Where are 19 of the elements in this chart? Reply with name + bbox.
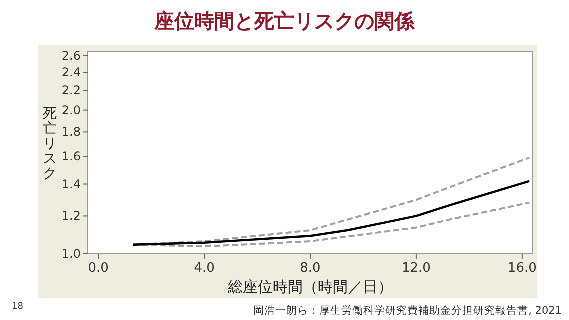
chart-title: 座位時間と死亡リスクの関係 [154,9,416,33]
y-tick-label: 1.8 [62,125,81,140]
y-tick-label: 1.4 [62,177,81,192]
x-tick-label: 12.0 [402,261,431,276]
y-axis-title: 死亡リスク [43,106,57,182]
x-tick-label: 8.0 [300,261,321,276]
y-tick-label: 1.6 [62,150,81,164]
y-tick-label: 1.2 [62,209,81,224]
x-tick-label: 0.0 [88,261,109,276]
text: 岡浩一朗ら：厚生労働科学研究費補助金分担研究報告書, 2021 [254,304,562,317]
x-axis-title: 総座位時間（時間／日） [227,278,393,296]
y-tick-label: 2.2 [62,84,81,98]
y-tick-label: 2.4 [62,66,81,80]
text: 18 [12,302,24,312]
x-tick-label: 16.0 [508,261,537,276]
x-tick-label: 4.0 [194,261,215,276]
y-tick-label: 2.6 [62,48,81,63]
y-tick-label: 2.0 [62,103,81,118]
y-tick-label: 1.0 [62,247,81,261]
